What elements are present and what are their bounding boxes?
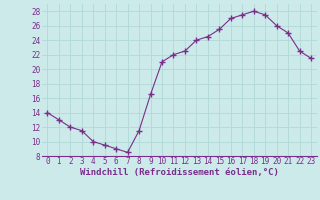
X-axis label: Windchill (Refroidissement éolien,°C): Windchill (Refroidissement éolien,°C) — [80, 168, 279, 177]
